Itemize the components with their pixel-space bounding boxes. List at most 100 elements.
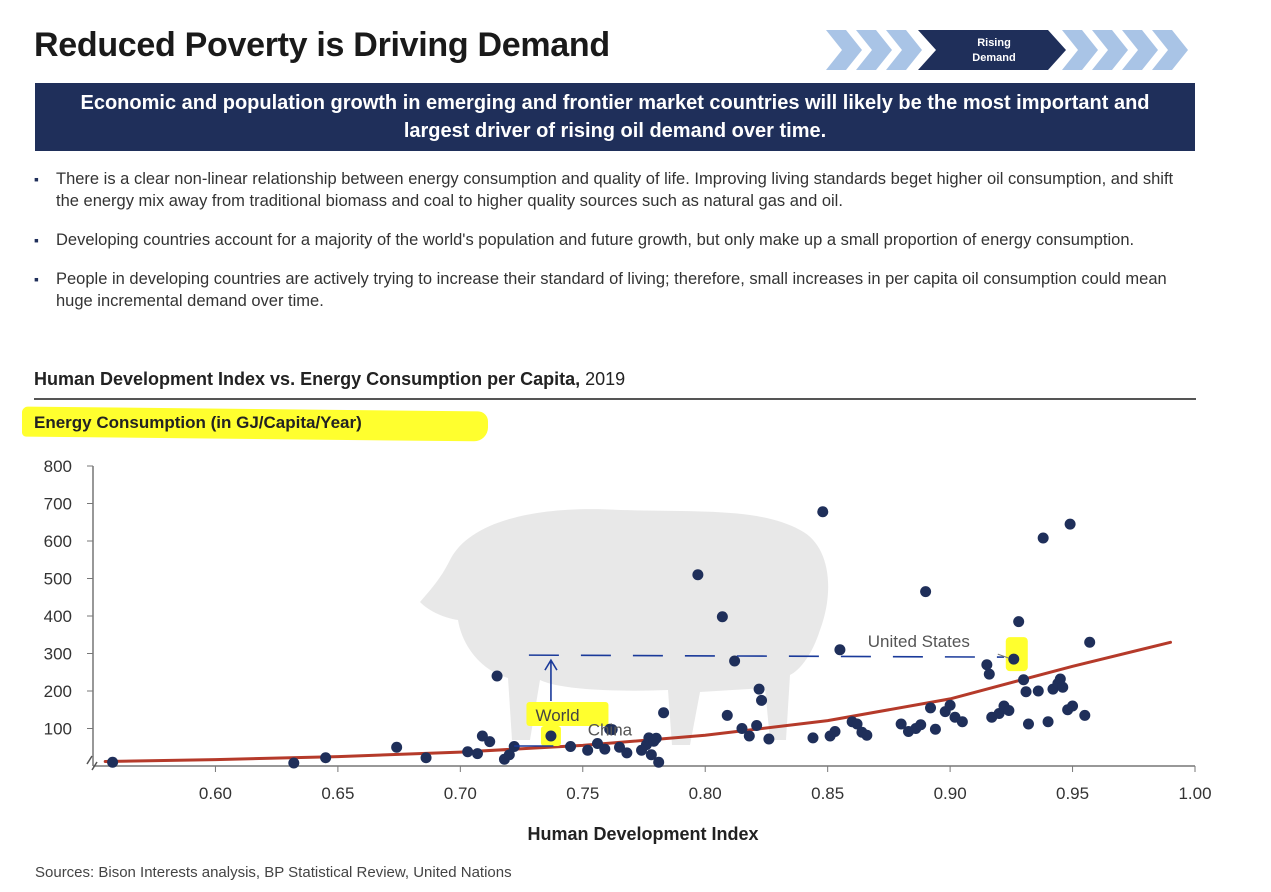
- x-tick-label: 0.80: [689, 784, 722, 803]
- data-point: [944, 699, 956, 711]
- page-title: Reduced Poverty is Driving Demand: [34, 26, 610, 64]
- chart-heading-main: Human Development Index vs. Energy Consu…: [34, 369, 581, 389]
- chevron-icon: [1092, 30, 1128, 70]
- data-point: [981, 659, 993, 671]
- data-point: [1054, 673, 1066, 685]
- data-point: [1064, 518, 1076, 530]
- axes: 100 200 300 400 500 600 700 800 0.60 0.65 0.70 0.75…: [44, 457, 1212, 803]
- x-axis-label: Human Development Index: [527, 824, 758, 844]
- data-point: [1022, 718, 1034, 730]
- data-point: [471, 748, 483, 760]
- data-point: [743, 730, 755, 742]
- data-point: [929, 723, 941, 735]
- chevron-icon: [1152, 30, 1188, 70]
- data-point: [729, 655, 741, 667]
- data-point: [1042, 716, 1054, 728]
- bullet-item: There is a clear non-linear relationship…: [34, 168, 1199, 212]
- chevron-icon: [856, 30, 892, 70]
- handwritten-annotation: [514, 654, 1004, 747]
- data-point: [807, 732, 819, 744]
- highlighter-mark: [526, 702, 609, 726]
- y-tick-label: 300: [44, 645, 72, 664]
- data-point-world: [545, 730, 557, 742]
- data-point: [1067, 700, 1079, 712]
- y-tick-label: 600: [44, 532, 72, 551]
- data-point: [1018, 674, 1030, 686]
- active-step-label-line1: Rising: [977, 37, 1011, 49]
- data-point: [956, 716, 968, 728]
- data-point: [491, 670, 503, 682]
- data-point: [107, 756, 119, 768]
- data-point: [1003, 705, 1015, 716]
- x-tick-label: 0.95: [1056, 784, 1089, 803]
- data-point: [599, 743, 611, 755]
- y-tick-label: 700: [44, 495, 72, 514]
- data-point: [834, 644, 846, 656]
- data-point: [658, 707, 670, 719]
- sources-note: Sources: Bison Interests analysis, BP St…: [35, 864, 512, 881]
- data-point: [420, 752, 432, 764]
- chart-heading: Human Development Index vs. Energy Consu…: [34, 369, 625, 390]
- bullet-list: There is a clear non-linear relationship…: [34, 168, 1199, 329]
- arrow-up-icon: [544, 658, 558, 701]
- chevron-icon: [1062, 30, 1098, 70]
- x-tick-label: 0.75: [566, 784, 599, 803]
- data-point: [925, 702, 937, 714]
- data-point: [920, 586, 932, 598]
- data-point: [391, 741, 403, 753]
- data-point: [1037, 532, 1049, 544]
- data-point: [861, 729, 873, 741]
- data-point: [716, 611, 728, 623]
- data-point: [1013, 616, 1025, 628]
- data-points: [107, 506, 1096, 769]
- point-labels: World China United States: [535, 632, 1009, 739]
- data-point: [645, 749, 657, 761]
- data-point: [621, 747, 633, 759]
- y-tick-label: 500: [44, 570, 72, 589]
- data-point-china: [604, 723, 616, 735]
- chevron-icon: [886, 30, 922, 70]
- label-leader-line: [997, 653, 1009, 659]
- data-point: [736, 723, 748, 734]
- y-tick-label: 800: [44, 457, 72, 476]
- data-point: [895, 718, 907, 730]
- data-point: [462, 746, 474, 758]
- highlighter-mark: [1005, 637, 1028, 672]
- data-point: [692, 569, 704, 581]
- x-tick-label: 0.70: [444, 784, 477, 803]
- x-tick-label: 0.85: [811, 784, 844, 803]
- y-tick-label: 200: [44, 682, 72, 701]
- label-china: China: [588, 720, 633, 739]
- process-chevrons: Rising Demand: [826, 30, 1188, 70]
- data-point: [1020, 686, 1032, 698]
- data-point: [829, 726, 841, 737]
- label-world: World: [535, 706, 579, 725]
- banner-text: Economic and population growth in emergi…: [80, 92, 1150, 142]
- data-point: [1057, 681, 1069, 693]
- bison-watermark: [420, 509, 829, 745]
- data-point: [503, 749, 515, 761]
- data-point: [582, 744, 594, 756]
- data-point: [851, 718, 863, 730]
- bullet-item: People in developing countries are activ…: [34, 268, 1199, 312]
- data-point: [983, 668, 995, 680]
- y-axis-label: Energy Consumption (in GJ/Capita/Year): [34, 413, 362, 432]
- data-point: [817, 506, 829, 518]
- x-tick-label: 0.60: [199, 784, 232, 803]
- data-point: [721, 709, 733, 721]
- data-point: [756, 694, 768, 706]
- data-point: [1032, 685, 1044, 697]
- data-point: [1079, 709, 1091, 721]
- chevron-icon: [1122, 30, 1158, 70]
- scatter-chart: 100 200 300 400 500 600 700 800 0.60 0.65 0.70 0.75…: [44, 457, 1212, 844]
- active-step-chevron: [918, 30, 1066, 70]
- data-point: [565, 741, 577, 752]
- x-tick-label: 1.00: [1178, 784, 1211, 803]
- data-point: [915, 719, 927, 731]
- bullet-item: Developing countries account for a major…: [34, 229, 1199, 251]
- data-point: [288, 757, 300, 769]
- x-tick-label: 0.90: [934, 784, 967, 803]
- data-point: [650, 732, 662, 744]
- data-point: [320, 752, 332, 764]
- dashed-pen-line: [528, 654, 1004, 658]
